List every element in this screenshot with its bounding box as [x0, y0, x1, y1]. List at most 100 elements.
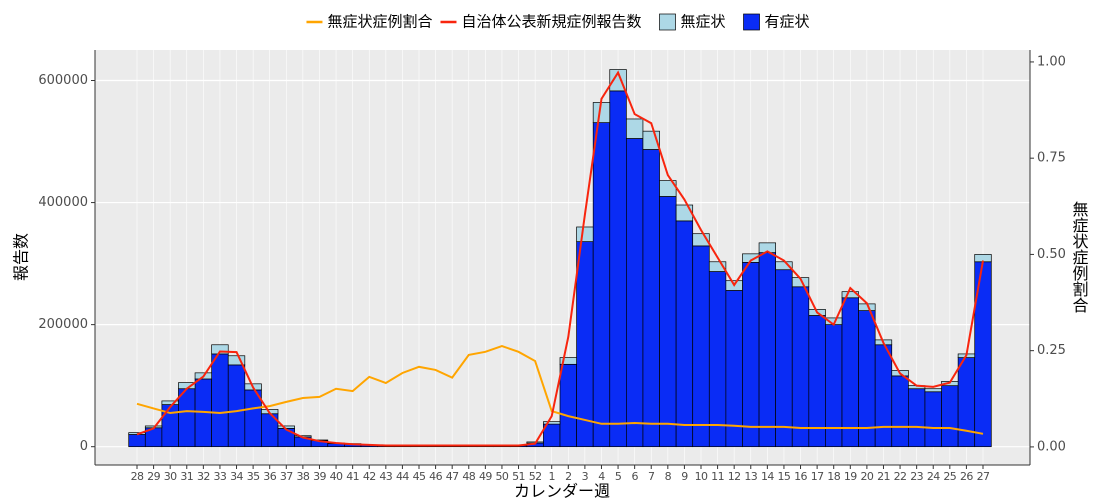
bar [626, 138, 644, 448]
x-tick-label: 2 [565, 470, 571, 483]
x-tick-label: 14 [761, 470, 774, 483]
bar [211, 353, 229, 448]
bar [924, 391, 942, 448]
x-tick-label: 39 [313, 470, 326, 483]
bar [128, 434, 146, 448]
bar [742, 262, 760, 448]
bar [178, 388, 196, 448]
y-tick-label: 200000 [38, 317, 88, 332]
x-tick-label: 31 [180, 470, 193, 483]
y2-axis-title: 無症状症例割合 [1070, 201, 1089, 313]
x-tick-label: 29 [147, 470, 160, 483]
x-tick-label: 17 [811, 470, 824, 483]
x-tick-label: 6 [631, 470, 638, 483]
x-tick-label: 26 [960, 470, 973, 483]
x-tick-label: 34 [230, 470, 243, 483]
bar [543, 421, 561, 425]
bar [227, 355, 246, 366]
x-tick-label: 5 [615, 470, 622, 483]
x-tick-label: 51 [512, 470, 525, 483]
x-tick-label: 44 [396, 470, 409, 483]
bar [642, 149, 660, 448]
bar [277, 428, 295, 448]
x-tick-label: 22 [894, 470, 907, 483]
line [136, 70, 984, 447]
x-tick-label: 40 [330, 470, 343, 483]
legend-label: 有症状 [765, 13, 810, 31]
legend-label: 無症状症例割合 [327, 13, 432, 31]
x-tick-label: 50 [496, 470, 509, 483]
bar [758, 252, 776, 448]
x-tick-label: 24 [927, 470, 940, 483]
x-tick-label: 37 [280, 470, 293, 483]
bar [708, 271, 727, 448]
legend-label: 無症状 [681, 13, 726, 31]
bar [675, 204, 694, 222]
bar [775, 269, 793, 448]
bar [576, 226, 594, 242]
x-tick-label: 35 [247, 470, 260, 483]
bar [576, 241, 594, 448]
x-tick-label: 16 [794, 470, 807, 483]
bar [609, 90, 627, 448]
bar [957, 357, 976, 448]
x-tick-label: 19 [844, 470, 857, 483]
x-tick-label: 43 [379, 470, 392, 483]
bar [211, 344, 229, 355]
bar [692, 245, 710, 448]
bar [791, 286, 810, 448]
x-tick-label: 11 [711, 470, 724, 483]
x-tick-label: 7 [648, 470, 655, 483]
x-tick-label: 8 [665, 470, 672, 483]
x-axis-title: カレンダー週 [514, 482, 610, 501]
x-tick-label: 9 [681, 470, 688, 483]
y-axis-title: 報告数 [12, 233, 31, 281]
x-tick-label: 15 [778, 470, 791, 483]
x-tick-label: 13 [744, 470, 757, 483]
line [136, 344, 984, 435]
y2-tick-label: 0.50 [1037, 247, 1066, 262]
bar [891, 375, 909, 448]
x-tick-label: 52 [529, 470, 542, 483]
x-tick-label: 18 [827, 470, 840, 483]
x-tick-label: 33 [214, 470, 227, 483]
x-tick-label: 10 [695, 470, 708, 483]
bar [559, 363, 577, 448]
bar [858, 310, 876, 448]
bar [559, 357, 577, 365]
x-tick-label: 27 [977, 470, 990, 483]
x-tick-label: 46 [429, 470, 442, 483]
x-tick-label: 1 [549, 470, 555, 483]
bar [592, 122, 611, 448]
y2-tick-label: 0.00 [1037, 439, 1066, 454]
x-tick-label: 38 [296, 470, 309, 483]
bar [924, 388, 942, 393]
x-tick-label: 4 [598, 470, 605, 483]
bar [161, 400, 179, 405]
y2-tick-label: 0.75 [1037, 151, 1066, 166]
x-tick-label: 45 [413, 470, 426, 483]
bar [277, 425, 295, 429]
x-tick-label: 42 [363, 470, 376, 483]
bar [675, 220, 694, 448]
x-tick-label: 23 [910, 470, 923, 483]
bar [841, 297, 859, 448]
x-tick-label: 47 [446, 470, 459, 483]
bar [874, 344, 893, 448]
x-tick-label: 20 [860, 470, 873, 483]
x-tick-label: 41 [346, 470, 359, 483]
bar [708, 261, 727, 272]
x-tick-label: 36 [263, 470, 276, 483]
bar [659, 196, 677, 448]
bar [626, 118, 644, 139]
bar [227, 364, 246, 448]
y2-tick-label: 1.00 [1037, 54, 1066, 69]
x-tick-label: 28 [131, 470, 144, 483]
y-tick-label: 0 [80, 439, 88, 454]
bar [808, 315, 826, 448]
bar [244, 389, 262, 448]
bar [758, 242, 776, 253]
x-tick-label: 25 [943, 470, 956, 483]
bar [742, 253, 760, 263]
y-tick-label: 400000 [38, 195, 88, 210]
